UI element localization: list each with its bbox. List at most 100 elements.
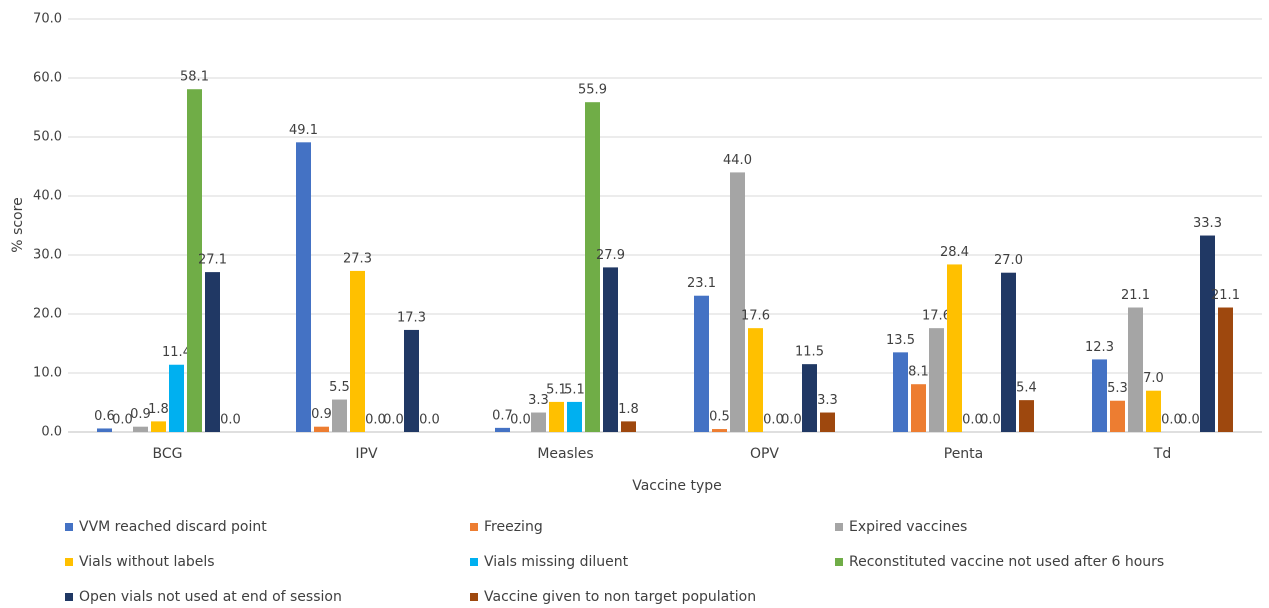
data-label: 0.5 bbox=[709, 410, 730, 425]
bar bbox=[495, 427, 510, 432]
bar bbox=[1218, 307, 1233, 432]
data-label: 3.3 bbox=[528, 393, 549, 408]
data-label: 27.3 bbox=[343, 251, 372, 266]
data-label: 21.1 bbox=[1121, 288, 1150, 303]
data-label: 27.1 bbox=[198, 253, 227, 268]
data-label: 12.3 bbox=[1085, 340, 1114, 355]
data-label: 5.1 bbox=[564, 382, 585, 397]
x-tick-label: OPV bbox=[750, 446, 779, 462]
y-tick-label: 20.0 bbox=[33, 307, 62, 322]
bar bbox=[567, 401, 582, 432]
bar bbox=[1128, 307, 1143, 432]
bar bbox=[404, 329, 419, 432]
legend-swatch bbox=[65, 523, 73, 531]
data-label: 5.1 bbox=[546, 382, 567, 397]
legend-label: Reconstituted vaccine not used after 6 h… bbox=[849, 554, 1164, 570]
y-tick-label: 60.0 bbox=[33, 71, 62, 86]
data-label: 17.6 bbox=[922, 309, 951, 324]
bar bbox=[169, 364, 184, 432]
data-label: 0.0 bbox=[383, 413, 404, 428]
legend-label: Vials without labels bbox=[79, 554, 215, 570]
data-label: 1.8 bbox=[148, 402, 169, 417]
bar bbox=[621, 421, 636, 432]
data-label: 58.1 bbox=[180, 70, 209, 85]
data-label: 44.0 bbox=[723, 153, 752, 168]
data-label: 23.1 bbox=[687, 276, 716, 291]
y-tick-label: 10.0 bbox=[33, 366, 62, 381]
data-label: 5.4 bbox=[1016, 381, 1037, 396]
bar bbox=[712, 429, 727, 432]
bar bbox=[531, 412, 546, 432]
legend-swatch bbox=[835, 523, 843, 531]
bar bbox=[911, 384, 926, 432]
bar bbox=[151, 421, 166, 432]
legend-label: Vials missing diluent bbox=[484, 554, 629, 570]
data-label: 0.0 bbox=[1161, 413, 1182, 428]
data-label: 0.0 bbox=[781, 413, 802, 428]
data-label: 11.4 bbox=[162, 345, 191, 360]
legend-label: Vaccine given to non target population bbox=[484, 589, 756, 605]
bar bbox=[947, 264, 962, 432]
bar bbox=[1200, 235, 1215, 432]
y-tick-label: 70.0 bbox=[33, 12, 62, 27]
y-tick-label: 0.0 bbox=[41, 425, 62, 440]
bar bbox=[730, 172, 745, 432]
data-label: 17.3 bbox=[397, 310, 426, 325]
bar bbox=[603, 267, 618, 432]
data-label: 0.0 bbox=[419, 413, 440, 428]
bar bbox=[187, 89, 202, 433]
x-tick-label: Measles bbox=[537, 446, 593, 462]
bar bbox=[929, 328, 944, 432]
data-label: 0.0 bbox=[962, 413, 983, 428]
data-label: 0.6 bbox=[94, 409, 115, 424]
data-label: 5.5 bbox=[329, 380, 350, 395]
y-tick-label: 50.0 bbox=[33, 130, 62, 145]
data-label: 0.9 bbox=[311, 407, 332, 422]
bar bbox=[133, 426, 148, 432]
data-label: 0.0 bbox=[510, 413, 531, 428]
data-label: 0.0 bbox=[220, 413, 241, 428]
x-axis-title: Vaccine type bbox=[632, 478, 722, 494]
data-label: 21.1 bbox=[1211, 288, 1240, 303]
data-label: 0.9 bbox=[130, 407, 151, 422]
data-label: 17.6 bbox=[741, 309, 770, 324]
legend-label: Expired vaccines bbox=[849, 519, 967, 535]
bar bbox=[296, 142, 311, 432]
legend-swatch bbox=[470, 558, 478, 566]
bar bbox=[893, 352, 908, 432]
y-tick-label: 30.0 bbox=[33, 248, 62, 263]
data-label: 8.1 bbox=[908, 365, 929, 380]
x-tick-label: BCG bbox=[153, 446, 183, 462]
x-tick-label: Td bbox=[1153, 446, 1171, 462]
bar bbox=[748, 328, 763, 432]
x-tick-label: Penta bbox=[944, 446, 984, 462]
data-label: 27.9 bbox=[596, 248, 625, 263]
bar bbox=[1019, 400, 1034, 432]
legend-swatch bbox=[835, 558, 843, 566]
data-label: 0.0 bbox=[980, 413, 1001, 428]
legend-swatch bbox=[470, 523, 478, 531]
data-label: 33.3 bbox=[1193, 216, 1222, 231]
data-label: 13.5 bbox=[886, 333, 915, 348]
bar bbox=[205, 272, 220, 432]
data-label: 0.0 bbox=[365, 413, 386, 428]
bar bbox=[694, 295, 709, 432]
legend-label: VVM reached discard point bbox=[79, 519, 267, 535]
bar bbox=[549, 401, 564, 432]
y-axis-title: % score bbox=[10, 197, 26, 252]
data-label: 3.3 bbox=[817, 393, 838, 408]
bar bbox=[1146, 390, 1161, 432]
bar bbox=[97, 428, 112, 432]
data-label: 0.0 bbox=[763, 413, 784, 428]
bar bbox=[314, 426, 329, 432]
data-label: 27.0 bbox=[994, 253, 1023, 268]
bar bbox=[820, 412, 835, 432]
bar bbox=[585, 102, 600, 432]
bar bbox=[1092, 359, 1107, 432]
bar bbox=[802, 364, 817, 432]
bar bbox=[1001, 272, 1016, 432]
data-label: 5.3 bbox=[1107, 381, 1128, 396]
data-label: 7.0 bbox=[1143, 371, 1164, 386]
data-label: 55.9 bbox=[578, 83, 607, 98]
